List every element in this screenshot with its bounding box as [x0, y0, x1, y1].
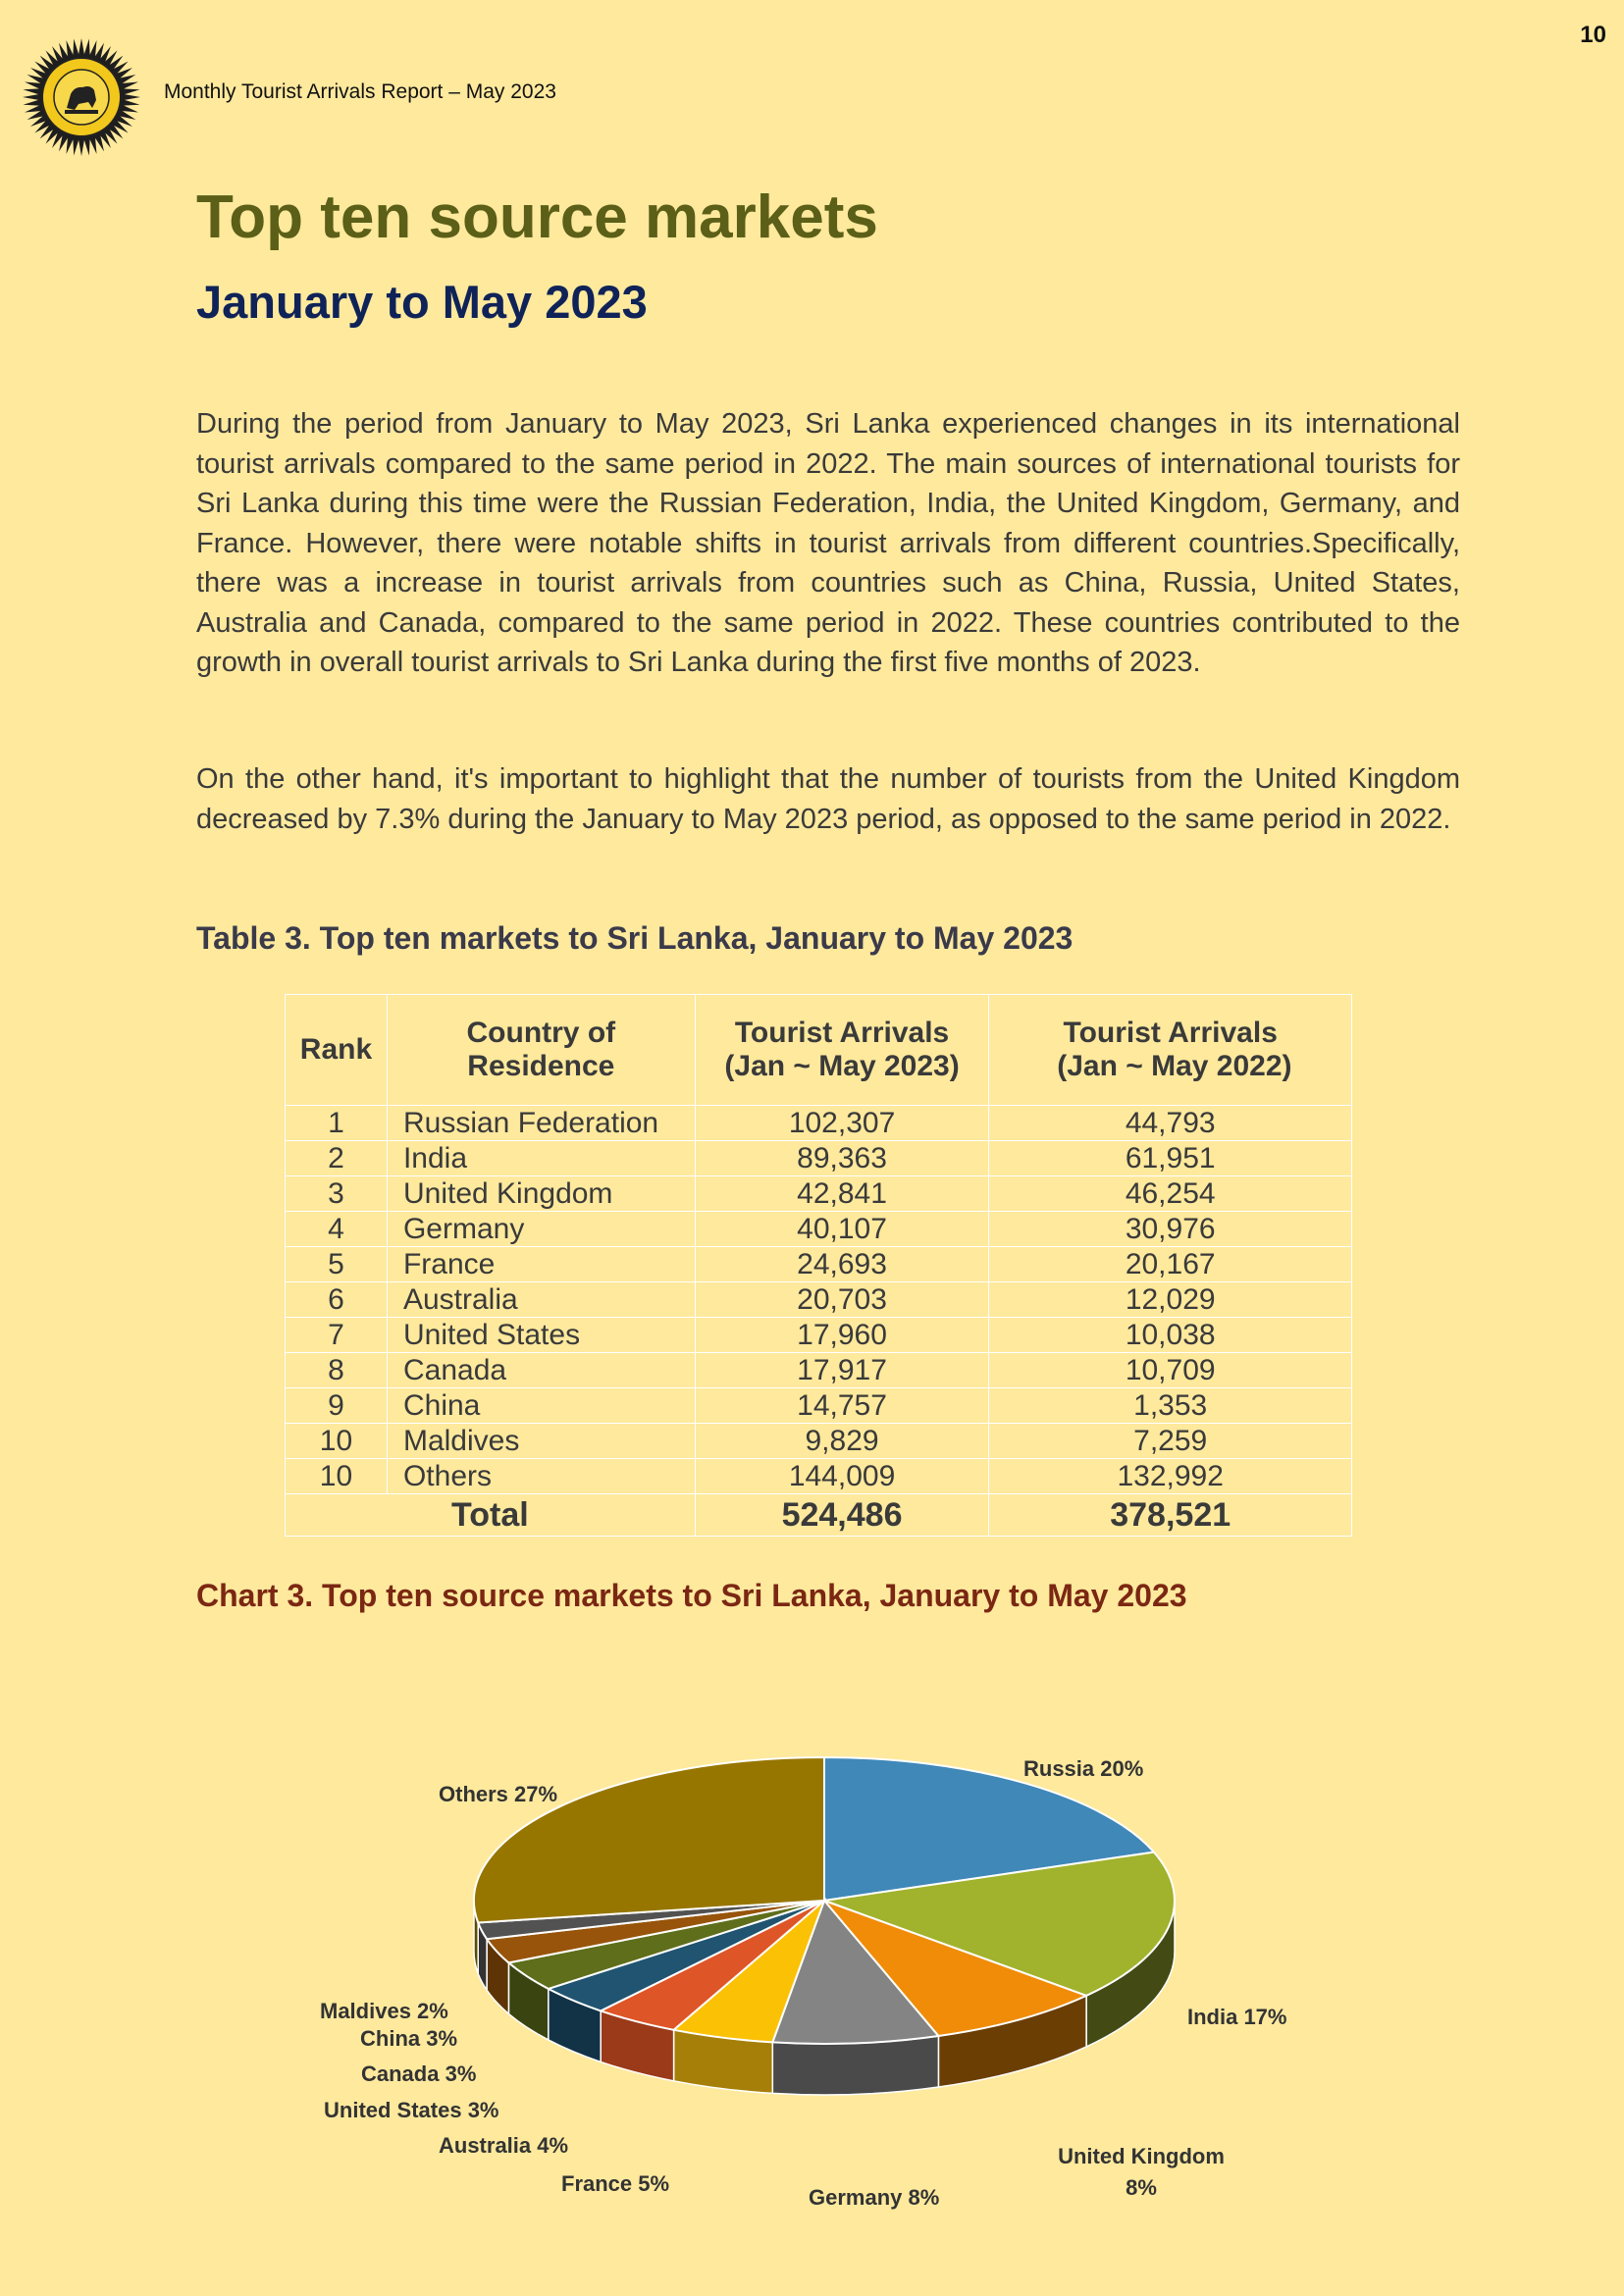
- rank-cell: 8: [285, 1352, 388, 1388]
- total-2023: 524,486: [694, 1493, 990, 1537]
- arrivals-2022-cell: 132,992: [988, 1458, 1352, 1494]
- total-2022: 378,521: [988, 1493, 1352, 1537]
- top-markets-table: Rank Country of Residence Tourist Arrival…: [285, 994, 1352, 1537]
- arrivals-2022-cell: 7,259: [988, 1423, 1352, 1459]
- arrivals-2023-cell: 14,757: [694, 1387, 990, 1424]
- header-country: Country of Residence: [386, 994, 696, 1106]
- arrivals-2023-cell: 102,307: [694, 1105, 990, 1141]
- pie-label-united-kingdom: United Kingdom 8%: [1058, 2144, 1225, 2200]
- arrivals-2022-cell: 10,038: [988, 1317, 1352, 1353]
- arrivals-2022-cell: 10,709: [988, 1352, 1352, 1388]
- rank-cell: 1: [285, 1105, 388, 1141]
- pie-label-france: France 5%: [561, 2171, 670, 2196]
- pie-label-others: Others 27%: [439, 1782, 558, 1806]
- header-rank: Rank: [285, 994, 388, 1106]
- table-row: 10 Others 144,009 132,992: [285, 1458, 1352, 1494]
- table-row: 4 Germany 40,107 30,976: [285, 1211, 1352, 1247]
- table-header-row: Rank Country of Residence Tourist Arrival…: [285, 994, 1352, 1106]
- arrivals-2022-cell: 20,167: [988, 1246, 1352, 1282]
- rank-cell: 6: [285, 1281, 388, 1318]
- intro-paragraph: During the period from January to May 20…: [196, 408, 1460, 678]
- arrivals-2023-cell: 9,829: [694, 1423, 990, 1459]
- rank-cell: 10: [285, 1458, 388, 1494]
- arrivals-2023-cell: 24,693: [694, 1246, 990, 1282]
- country-cell: Australia: [386, 1281, 696, 1318]
- country-cell: United States: [386, 1317, 696, 1353]
- pie-label-germany: Germany 8%: [809, 2185, 940, 2210]
- pie-side-germany: [771, 2035, 940, 2096]
- header-arrivals-2022: Tourist Arrivals (Jan ~ May 2022): [988, 994, 1352, 1106]
- pie-label-united-states: United States 3%: [324, 2098, 499, 2122]
- country-cell: Germany: [386, 1211, 696, 1247]
- pie-label-india: India 17%: [1187, 2005, 1287, 2029]
- page-subtitle: January to May 2023: [196, 276, 648, 328]
- arrivals-2022-cell: 1,353: [988, 1387, 1352, 1424]
- arrivals-2023-cell: 89,363: [694, 1140, 990, 1176]
- page-number: 10: [1580, 22, 1606, 48]
- arrivals-2023-cell: 17,917: [694, 1352, 990, 1388]
- rank-cell: 5: [285, 1246, 388, 1282]
- arrivals-2023-cell: 20,703: [694, 1281, 990, 1318]
- pie-slice-united-kingdom: [820, 1898, 1089, 2038]
- table-caption: Table 3. Top ten markets to Sri Lanka, J…: [196, 920, 1074, 956]
- arrivals-2022-cell: 44,793: [988, 1105, 1352, 1141]
- table-row: 5 France 24,693 20,167: [285, 1246, 1352, 1282]
- total-label: Total: [285, 1493, 696, 1537]
- table-row: 10 Maldives 9,829 7,259: [285, 1423, 1352, 1459]
- page-title: Top ten source markets: [196, 183, 878, 251]
- table-row: 9 China 14,757 1,353: [285, 1387, 1352, 1424]
- country-cell: Russian Federation: [386, 1105, 696, 1141]
- pie-slice-others: [472, 1755, 825, 1924]
- pie-label-canada: Canada 3%: [361, 2061, 477, 2086]
- header-arrivals-2023: Tourist Arrivals (Jan ~ May 2023): [694, 994, 990, 1106]
- pie-label-china: China 3%: [360, 2026, 458, 2051]
- arrivals-2022-cell: 30,976: [988, 1211, 1352, 1247]
- pie-slice-russia: [823, 1755, 1156, 1903]
- sri-lanka-tourism-seal-icon: [23, 38, 140, 156]
- pie-slice-india: [823, 1851, 1176, 1997]
- table-total-row: Total 524,486 378,521: [285, 1493, 1352, 1537]
- rank-cell: 4: [285, 1211, 388, 1247]
- pie-label-australia: Australia 4%: [439, 2133, 569, 2158]
- pie-label-maldives: Maldives 2%: [320, 1999, 448, 2023]
- arrivals-2023-cell: 144,009: [694, 1458, 990, 1494]
- rank-cell: 10: [285, 1423, 388, 1459]
- chart-caption: Chart 3. Top ten source markets to Sri L…: [196, 1578, 1187, 1613]
- pie-slice-germany: [770, 1899, 941, 2045]
- country-cell: France: [386, 1246, 696, 1282]
- table-row: 7 United States 17,960 10,038: [285, 1317, 1352, 1353]
- arrivals-2023-cell: 17,960: [694, 1317, 990, 1353]
- country-cell: Maldives: [386, 1423, 696, 1459]
- arrivals-2022-cell: 46,254: [988, 1175, 1352, 1212]
- country-cell: Others: [386, 1458, 696, 1494]
- country-cell: United Kingdom: [386, 1175, 696, 1212]
- report-header: Monthly Tourist Arrivals Report – May 20…: [164, 80, 556, 103]
- uk-decrease-paragraph: On the other hand, it's important to hig…: [196, 763, 1460, 835]
- table-row: 3 United Kingdom 42,841 46,254: [285, 1175, 1352, 1212]
- table-row: 8 Canada 17,917 10,709: [285, 1352, 1352, 1388]
- table-row: 6 Australia 20,703 12,029: [285, 1281, 1352, 1318]
- country-cell: China: [386, 1387, 696, 1424]
- table-row: 1 Russian Federation 102,307 44,793: [285, 1105, 1352, 1141]
- pie-label-russia: Russia 20%: [1023, 1756, 1144, 1781]
